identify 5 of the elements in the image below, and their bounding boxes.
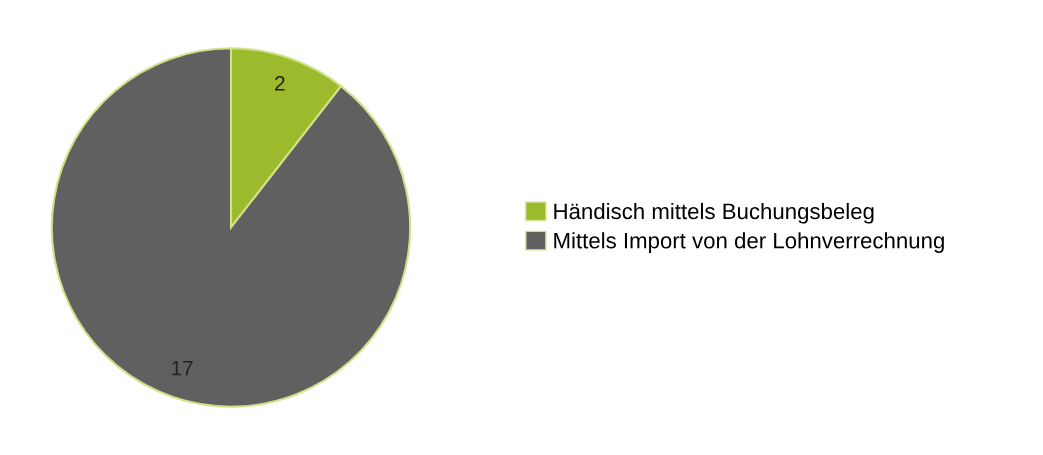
data-label: 17 — [172, 360, 193, 376]
pie-slice — [50, 47, 412, 408]
legend-label: Händisch mittels Buchungsbeleg — [554, 202, 874, 224]
data-label: 2 — [275, 75, 285, 91]
legend-label: Mittels Import von der Lohnverrechnung — [554, 232, 944, 253]
